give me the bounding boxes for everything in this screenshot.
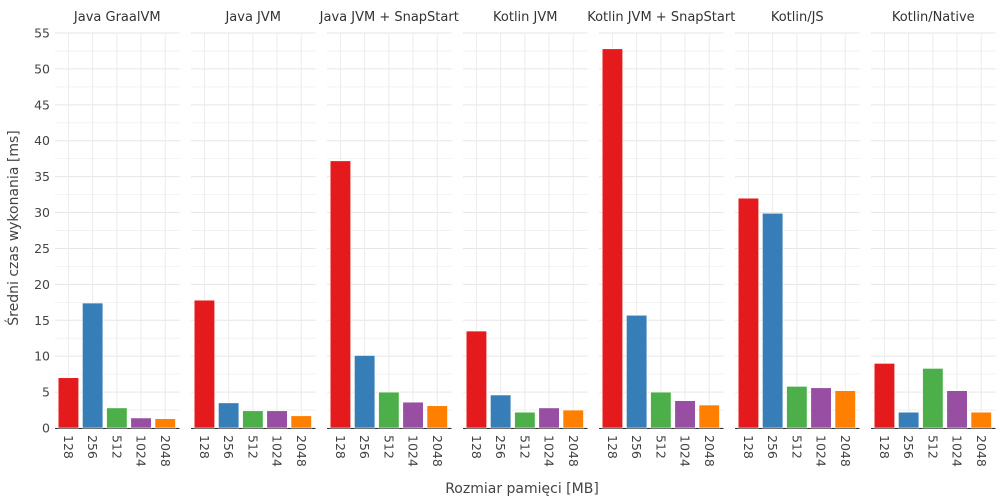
panel-title: Java GraalVM [73, 10, 161, 25]
bar [329, 160, 352, 429]
panel-title: Kotlin/Native [892, 10, 975, 25]
x-tick-label: 128 [469, 435, 484, 459]
x-tick-label: 128 [333, 435, 348, 459]
x-tick-label: 512 [925, 435, 940, 459]
x-tick-label: 1024 [542, 435, 557, 467]
x-tick-label: 1024 [950, 435, 965, 467]
x-tick-label: 1024 [270, 435, 285, 467]
bar [402, 401, 424, 429]
x-tick-label: 1024 [134, 435, 149, 467]
text-layer: 0 5 10 15 20 25 30 35 40 45 50 55 Java GraalVM 128 256… [34, 10, 989, 467]
y-tick-label: 5 [42, 385, 50, 400]
bar [218, 402, 240, 429]
bar [514, 411, 536, 429]
x-tick-label: 2048 [430, 435, 445, 467]
x-tick-label: 512 [789, 435, 804, 459]
bar [562, 409, 584, 429]
bar [674, 400, 696, 429]
y-tick-label: 25 [34, 241, 50, 256]
bar [193, 299, 215, 429]
x-tick-label: 256 [629, 435, 644, 459]
bar [650, 391, 672, 429]
x-tick-label: 128 [877, 435, 892, 459]
panel-title: Kotlin JVM [493, 10, 557, 25]
bar [922, 368, 944, 429]
bar [266, 410, 288, 429]
x-tick-label: 512 [245, 435, 260, 459]
x-tick-label: 2048 [158, 435, 173, 467]
y-tick-label: 30 [34, 205, 50, 220]
bar [786, 386, 808, 429]
bar [946, 390, 968, 429]
bar [834, 390, 856, 429]
x-tick-label: 2048 [566, 435, 581, 467]
bar [873, 363, 896, 429]
bar [130, 417, 152, 429]
x-tick-label: 256 [765, 435, 780, 459]
x-tick-label: 256 [901, 435, 916, 459]
x-tick-label: 128 [61, 435, 76, 459]
bar [970, 411, 992, 429]
x-tick-label: 1024 [814, 435, 829, 467]
y-tick-label: 50 [34, 61, 50, 76]
y-tick-label: 15 [34, 313, 50, 328]
x-tick-label: 128 [197, 435, 212, 459]
bar [698, 404, 720, 429]
bar [378, 391, 400, 429]
x-tick-label: 1024 [678, 435, 693, 467]
bar [426, 405, 448, 429]
bar [538, 407, 560, 429]
y-tick-label: 0 [42, 421, 50, 436]
y-tick-label: 35 [34, 169, 50, 184]
x-tick-label: 256 [85, 435, 100, 459]
x-tick-label: 256 [221, 435, 236, 459]
y-tick-label: 55 [34, 26, 50, 41]
bar [626, 314, 648, 429]
x-tick-label: 2048 [838, 435, 853, 467]
bar [290, 415, 312, 429]
x-tick-label: 512 [109, 435, 124, 459]
bar [154, 418, 176, 429]
x-tick-label: 512 [517, 435, 532, 459]
panel-title: Kotlin JVM + SnapStart [587, 10, 735, 25]
bar [601, 48, 624, 429]
bar [898, 411, 920, 429]
y-tick-label: 40 [34, 133, 50, 148]
y-tick-label: 20 [34, 277, 50, 292]
bar [106, 407, 128, 429]
x-axis-label: Rozmiar pamięci [MB] [445, 481, 599, 497]
bar [465, 330, 488, 429]
x-tick-label: 2048 [974, 435, 989, 467]
x-tick-label: 256 [357, 435, 372, 459]
x-tick-label: 128 [741, 435, 756, 459]
bar [810, 387, 832, 429]
y-tick-label: 10 [34, 349, 50, 364]
bar [762, 212, 784, 429]
bar [737, 197, 760, 429]
y-tick-label: 45 [34, 97, 50, 112]
x-tick-label: 256 [493, 435, 508, 459]
panel-title: Java JVM + SnapStart [319, 10, 459, 25]
bars-layer [57, 48, 992, 429]
bar [242, 410, 264, 429]
bar [354, 355, 376, 429]
x-tick-label: 1024 [406, 435, 421, 467]
x-tick-label: 512 [653, 435, 668, 459]
panel-title: Kotlin/JS [771, 10, 824, 25]
x-tick-label: 2048 [294, 435, 309, 467]
bar [57, 377, 80, 429]
panel-title: Java JVM [224, 10, 281, 25]
x-tick-label: 128 [605, 435, 620, 459]
y-axis-label: Średni czas wykonania [ms] [4, 130, 22, 325]
bar [82, 302, 104, 429]
x-tick-label: 2048 [702, 435, 717, 467]
x-tick-label: 512 [381, 435, 396, 459]
bar [490, 394, 512, 429]
